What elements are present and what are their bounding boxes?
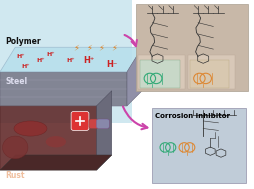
Text: Polymer: Polymer <box>5 37 41 46</box>
FancyBboxPatch shape <box>140 60 180 88</box>
Ellipse shape <box>14 121 47 136</box>
Text: H⁺: H⁺ <box>21 64 30 69</box>
Polygon shape <box>127 47 142 106</box>
Text: ⚡: ⚡ <box>86 43 92 52</box>
Text: H⁺: H⁺ <box>83 56 94 65</box>
Text: H⁺: H⁺ <box>16 54 25 59</box>
Polygon shape <box>0 72 127 106</box>
FancyBboxPatch shape <box>136 4 248 91</box>
Text: H⁺: H⁺ <box>36 58 45 63</box>
Text: Rust: Rust <box>5 171 25 180</box>
Polygon shape <box>0 47 142 72</box>
Text: ⚡: ⚡ <box>73 43 79 52</box>
Polygon shape <box>97 91 112 170</box>
Ellipse shape <box>46 136 66 147</box>
Polygon shape <box>0 106 97 170</box>
FancyBboxPatch shape <box>190 60 229 88</box>
FancyBboxPatch shape <box>138 55 185 89</box>
Polygon shape <box>0 155 112 170</box>
FancyBboxPatch shape <box>152 108 246 183</box>
Text: H⁺: H⁺ <box>46 52 55 57</box>
Ellipse shape <box>3 136 28 159</box>
FancyBboxPatch shape <box>188 55 235 89</box>
Text: H⁻: H⁻ <box>106 60 117 69</box>
FancyBboxPatch shape <box>71 112 89 130</box>
Text: Steel: Steel <box>5 77 27 86</box>
FancyBboxPatch shape <box>97 119 109 129</box>
Text: ⚡: ⚡ <box>99 43 105 52</box>
Text: H⁺: H⁺ <box>67 58 75 63</box>
Polygon shape <box>0 0 132 123</box>
FancyBboxPatch shape <box>89 119 109 129</box>
Text: Corrosion inhibitor: Corrosion inhibitor <box>155 113 230 119</box>
Text: ⚡: ⚡ <box>111 43 117 52</box>
